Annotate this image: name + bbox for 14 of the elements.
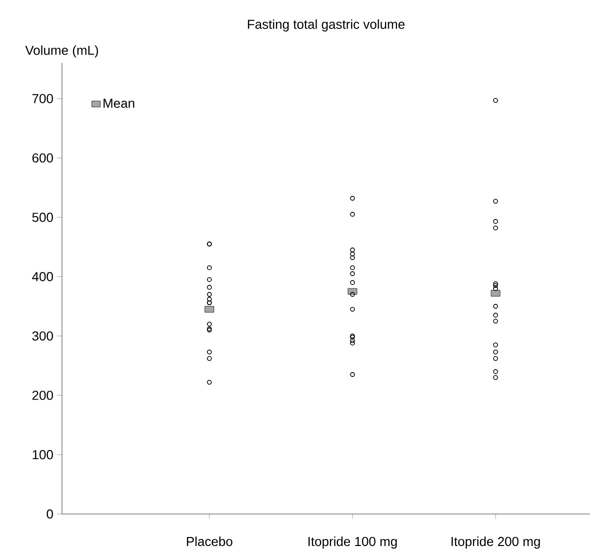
x-tick-label: Placebo [186, 536, 232, 546]
y-tick-label: 200 [32, 390, 53, 400]
y-tick-label: 300 [32, 331, 53, 341]
legend-label: Mean [104, 98, 134, 108]
y-tick-label: 700 [32, 94, 53, 104]
chart-title: Fasting total gastric volume [248, 19, 405, 32]
y-axis-title: Volume (mL) [25, 45, 98, 58]
y-tick-label: 100 [32, 450, 53, 460]
y-tick-label: 0 [46, 509, 53, 519]
x-tick-label: Itopride 200 mg [452, 536, 540, 549]
x-tick-label: Itopride 100 mg [308, 536, 397, 549]
y-tick-label: 400 [32, 272, 53, 282]
y-tick-label: 600 [32, 153, 53, 163]
y-tick-label: 500 [32, 212, 53, 222]
